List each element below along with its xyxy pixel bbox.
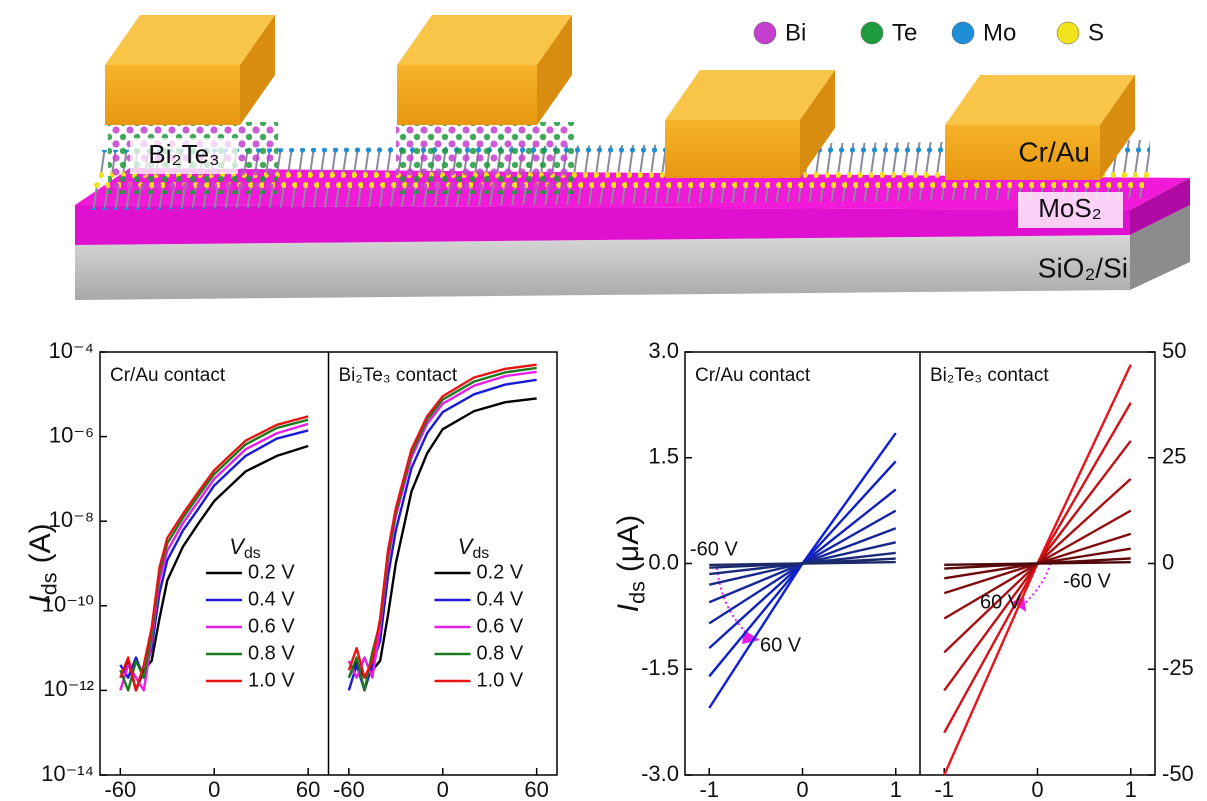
x-tick-label: -60 — [333, 777, 365, 801]
legend-label: 0.2 V — [248, 561, 295, 583]
label-subscript: ds — [624, 581, 649, 604]
x-tick-label: 1 — [890, 777, 902, 801]
y-tick-label: 10⁻⁴ — [48, 338, 94, 363]
legend-label: 0.4 V — [477, 588, 524, 610]
legend-swatch — [1057, 22, 1079, 44]
legend-label: 1.0 V — [248, 669, 295, 691]
device-schematic: Bi₂Te₃ Cr/Au MoS₂ SiO₂/Si — [75, 15, 1190, 300]
electrode — [665, 70, 835, 178]
annotation: 60 V — [760, 634, 802, 656]
label-unit: (μA) — [612, 515, 645, 572]
series-line — [709, 562, 896, 565]
x-tick-label: 0 — [1031, 777, 1043, 801]
bi2te3-stack — [396, 122, 574, 194]
electrode — [397, 15, 572, 125]
y-tick-label: 10⁻¹⁴ — [41, 761, 94, 786]
y2-tick-label: -50 — [1162, 761, 1194, 786]
y-tick-label: 0.0 — [648, 549, 679, 574]
y-tick-label: 3.0 — [648, 338, 679, 363]
layer-label: MoS₂ — [1038, 193, 1102, 223]
annotation: -60 V — [1063, 570, 1111, 592]
electrode — [105, 15, 275, 125]
series-line — [944, 562, 1131, 565]
axis-label: Vds — [458, 534, 489, 563]
y-tick-label: 1.5 — [648, 444, 679, 469]
legend-label: 0.8 V — [248, 642, 295, 664]
label-symbol: I — [24, 595, 57, 603]
y2-tick-label: 0 — [1162, 549, 1174, 574]
annotation: -60 V — [690, 538, 738, 560]
label-subscript: ds — [36, 572, 61, 595]
x-tick-label: 60 — [524, 777, 548, 801]
panel-title: Bi₂Te₃ contact — [930, 365, 1049, 386]
series-line — [709, 461, 896, 676]
label-subscript: ds — [472, 545, 489, 562]
panel-title: Cr/Au contact — [695, 365, 811, 386]
label-unit: (A) — [24, 523, 57, 563]
y2-tick-label: -25 — [1162, 655, 1194, 680]
x-tick-label: 60 — [296, 777, 320, 801]
substrate — [75, 235, 1130, 300]
legend-label: 0.4 V — [248, 588, 295, 610]
y-tick-label: 10⁻¹² — [43, 676, 94, 701]
y-tick-label: -3.0 — [641, 761, 679, 786]
x-tick-label: -60 — [104, 777, 136, 801]
label-symbol: I — [612, 604, 645, 612]
y-tick-label: -1.5 — [641, 655, 679, 680]
x-tick-label: 0 — [437, 777, 449, 801]
legend-label: 0.6 V — [477, 615, 524, 637]
x-tick-label: 0 — [796, 777, 808, 801]
legend-label: 0.2 V — [477, 561, 524, 583]
legend-swatch — [754, 22, 776, 44]
layer-label: Cr/Au — [1018, 136, 1090, 167]
legend-label: 1.0 V — [477, 669, 524, 691]
legend-label: 0.8 V — [477, 642, 524, 664]
series-line — [709, 489, 896, 648]
x-tick-label: 1 — [1125, 777, 1137, 801]
figure: Bi₂Te₃ Cr/Au MoS₂ SiO₂/Si BiTeMoS10⁻¹⁴10… — [0, 0, 1207, 801]
axis-label: Ids (A) — [24, 523, 61, 603]
panel-title: Bi₂Te₃ contact — [339, 365, 458, 386]
legend-swatch — [952, 22, 974, 44]
x-tick-label: -1 — [934, 777, 954, 801]
y2-tick-label: 50 — [1162, 338, 1186, 363]
legend-swatch — [861, 22, 883, 44]
label-subscript: ds — [244, 545, 261, 562]
annotation: 60 V — [980, 591, 1022, 613]
x-tick-label: -1 — [699, 777, 719, 801]
legend-label: Mo — [983, 19, 1016, 46]
legend-label: 0.6 V — [248, 615, 295, 637]
y2-tick-label: 25 — [1162, 444, 1186, 469]
axis-label: Ids (μA) — [612, 515, 649, 612]
panel-title: Cr/Au contact — [110, 365, 226, 386]
y-tick-label: 10⁻⁶ — [49, 422, 94, 447]
layer-label: Bi₂Te₃ — [148, 139, 219, 169]
x-tick-label: 0 — [208, 777, 220, 801]
legend-label: Te — [892, 19, 917, 46]
legend-label: S — [1088, 19, 1104, 46]
legend-label: Bi — [785, 19, 806, 46]
axis-label: Vds — [229, 534, 260, 563]
layer-label: SiO₂/Si — [1038, 252, 1128, 283]
